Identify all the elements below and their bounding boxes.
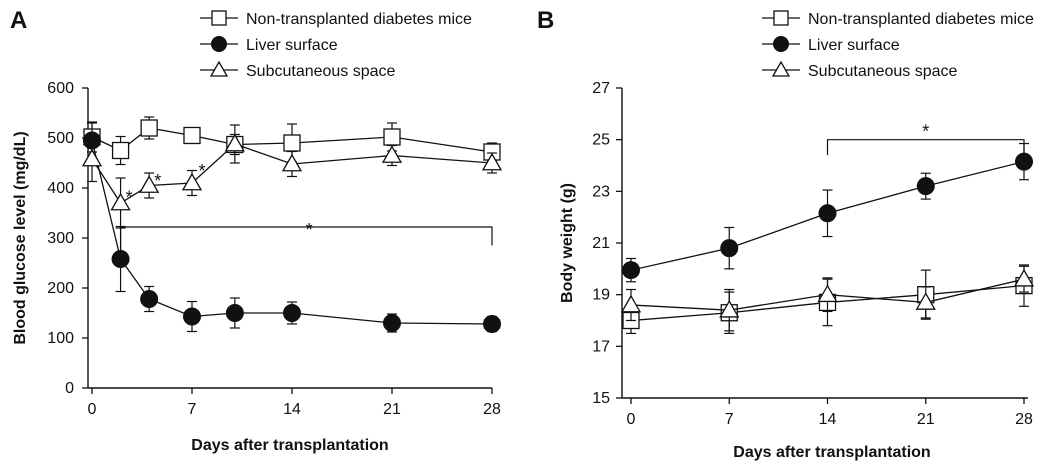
panel-a-data-point: [139, 175, 160, 193]
panel-b-significance-asterisk: *: [922, 121, 929, 141]
panel-a-x-tick-label: 7: [188, 401, 197, 418]
panel-a-data-point: [81, 148, 103, 167]
panel-a-x-tick-label: 0: [88, 401, 97, 418]
panel-b-y-tick-label: 21: [592, 235, 610, 252]
panel-a-data-point: [383, 314, 401, 332]
panel-b-series-triangle-open: [620, 265, 1035, 332]
panel-a-x-tick-label: 21: [383, 401, 401, 418]
panel-a-data-point: [281, 153, 303, 172]
panel-a-data-point: [383, 128, 401, 146]
panel-b-significance-bracket: [826, 139, 1025, 156]
panel-a-data-point: [283, 134, 301, 152]
panel-b-legend: Non-transplanted diabetes mice Liver surf…: [762, 10, 1034, 80]
panel-a-data-point: [483, 315, 501, 333]
panel-a-data-point: [140, 119, 158, 137]
panel-a-data-point: [140, 290, 159, 308]
panel-b-data-point: [720, 239, 739, 258]
panel-a-data-point: [110, 192, 131, 211]
panel-b-legend-marker: [773, 10, 789, 26]
panel-b-legend-marker: [773, 36, 789, 52]
panel-b-x-tick-label: 7: [725, 411, 734, 428]
panel-b-y-tick-label: 15: [592, 390, 610, 407]
panel-a-series-line: [91, 143, 493, 204]
panel-a-y-tick-label: 100: [47, 330, 74, 347]
panel-b-legend-label: Subcutaneous space: [808, 63, 958, 80]
panel-b-x-axis-label: Days after transplantation: [733, 444, 930, 461]
panel-b-y-ticks: 15 17 19 21 23 25 27: [592, 80, 622, 407]
panel-a-significance-asterisk: *: [126, 188, 133, 208]
panel-b-y-axis-label: Body weight (g): [559, 183, 576, 303]
panel-b-data-point: [817, 284, 838, 303]
panel-a-data-point: [181, 172, 203, 191]
panel-a-data-point: [183, 307, 201, 326]
panel-a-series-triangle-open: [81, 124, 503, 229]
panel-b-x-tick-label: 21: [917, 411, 935, 428]
panel-a-data-point: [225, 304, 244, 322]
panel-a-legend-marker: [211, 10, 227, 26]
panel-b-data-point: [620, 294, 642, 313]
panel-a-data-point: [224, 133, 245, 152]
panel-a-significance-asterisk: *: [198, 161, 205, 181]
panel-b-data-point: [916, 177, 935, 196]
panel-a-y-tick-label: 400: [47, 180, 74, 197]
panel-b-x-tick-label: 28: [1015, 411, 1033, 428]
panel-a-data-point: [481, 152, 503, 171]
panel-b-data-point: [818, 204, 837, 223]
panel-b-plot-area: *: [620, 121, 1035, 335]
panel-b-letter: B: [537, 7, 554, 34]
panel-b-data-point: [1013, 268, 1035, 287]
panel-a-glucose-chart: A Non-transplanted diabetes mice Liver su…: [10, 7, 503, 454]
panel-a-significance-asterisk: *: [306, 220, 313, 240]
panel-b-y-tick-label: 27: [592, 80, 610, 97]
panel-a-y-tick-label: 0: [65, 380, 74, 397]
panel-b-x-tick-label: 0: [627, 411, 636, 428]
panel-b-legend-label: Liver surface: [808, 37, 900, 54]
panel-b-y-tick-label: 19: [592, 287, 610, 304]
panel-a-data-point: [283, 304, 301, 322]
panel-b-data-point: [622, 261, 640, 280]
panel-b-data-point: [915, 292, 936, 310]
panel-b-data-point: [719, 299, 740, 318]
panel-a-data-point: [111, 250, 130, 268]
panel-a-x-tick-label: 14: [283, 401, 301, 418]
panel-a-legend-label: Subcutaneous space: [246, 63, 396, 80]
panel-b-y-tick-label: 23: [592, 183, 610, 200]
panel-a-data-point: [381, 145, 403, 163]
panel-a-data-point: [111, 141, 130, 160]
panel-a-legend-label: Non-transplanted diabetes mice: [246, 11, 472, 28]
panel-b-x-ticks: 0 7 14 21 28: [627, 398, 1033, 428]
panel-a-y-tick-label: 200: [47, 280, 74, 297]
panel-b-y-tick-label: 25: [592, 132, 610, 149]
panel-a-data-point: [183, 126, 201, 145]
panel-a-x-ticks: 0 7 14 21 28: [88, 388, 501, 418]
panel-a-letter: A: [10, 7, 27, 34]
panel-b-legend-label: Non-transplanted diabetes mice: [808, 11, 1034, 28]
panel-a-y-tick-label: 600: [47, 80, 74, 97]
panel-a-legend: Non-transplanted diabetes mice Liver surf…: [200, 10, 472, 80]
panel-a-legend-marker: [209, 60, 229, 77]
panel-b-data-point: [1015, 152, 1033, 171]
panel-b-y-tick-label: 17: [592, 338, 610, 355]
panel-b-weight-chart: B Non-transplanted diabetes mice Liver su…: [537, 7, 1035, 461]
panel-b-x-tick-label: 14: [819, 411, 837, 428]
panel-a-legend-marker: [211, 36, 227, 52]
panel-a-y-ticks: 0 100 200 300 400 500 600: [47, 80, 88, 397]
panel-a-y-tick-label: 500: [47, 130, 74, 147]
panel-a-plot-area: * * * *: [81, 116, 503, 333]
panel-b-legend-marker: [771, 60, 791, 77]
panel-a-significance-asterisk: *: [154, 171, 161, 191]
panel-a-y-axis-label: Blood glucose level (mg/dL): [12, 131, 29, 344]
panel-a-y-tick-label: 300: [47, 230, 74, 247]
panel-a-legend-label: Liver surface: [246, 37, 338, 54]
panel-b-series-circle-filled: [622, 142, 1033, 283]
panel-a-x-tick-label: 28: [483, 401, 501, 418]
panel-a-x-axis-label: Days after transplantation: [191, 437, 388, 454]
